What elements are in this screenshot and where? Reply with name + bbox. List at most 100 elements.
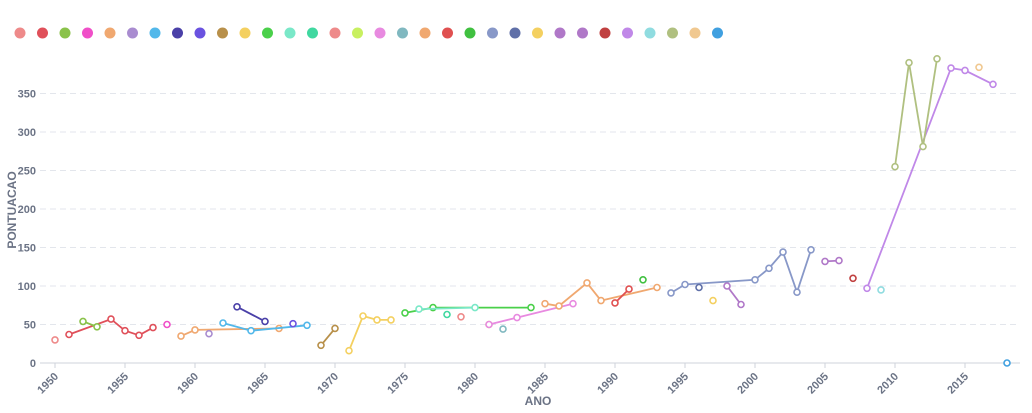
legend-item-26[interactable] [577,27,588,39]
legend-item-19[interactable] [419,27,431,39]
legend-item-5[interactable] [104,27,116,39]
data-point[interactable] [821,257,829,266]
data-point[interactable] [219,319,227,327]
data-point[interactable] [793,288,801,297]
data-point[interactable] [471,303,479,312]
legend-item-13[interactable] [284,27,296,39]
data-point[interactable] [177,332,185,340]
data-point[interactable] [373,316,381,324]
data-point[interactable] [625,285,633,293]
data-point[interactable] [65,330,73,339]
data-point[interactable] [205,329,213,338]
data-point[interactable] [779,248,787,256]
data-point[interactable] [947,64,955,72]
data-point[interactable] [975,63,983,72]
data-point[interactable] [835,256,843,265]
data-point[interactable] [723,282,731,290]
legend-item-7[interactable] [149,27,161,39]
data-point[interactable] [51,336,59,344]
data-point[interactable] [121,326,129,335]
data-point[interactable] [387,316,395,324]
data-point[interactable] [457,312,465,321]
legend-item-22[interactable] [487,27,498,39]
data-point[interactable] [597,296,605,305]
data-point[interactable] [527,303,535,312]
legend-item-30[interactable] [667,27,678,39]
data-point[interactable] [905,58,913,67]
legend-item-28[interactable] [622,27,633,39]
legend-item-25[interactable] [554,27,566,39]
data-point[interactable] [891,162,899,171]
data-point[interactable] [919,142,927,151]
data-point[interactable] [93,322,101,331]
legend-item-16[interactable] [352,27,363,39]
data-point[interactable] [1003,359,1011,367]
data-point[interactable] [639,275,647,284]
data-point[interactable] [247,326,255,335]
data-point[interactable] [499,325,507,333]
data-point[interactable] [653,283,661,292]
data-point[interactable] [191,326,199,334]
data-point[interactable] [555,302,563,310]
legend-item-14[interactable] [307,27,318,39]
data-point[interactable] [317,341,325,350]
data-point[interactable] [807,246,815,254]
data-point[interactable] [303,321,311,330]
data-point[interactable] [751,275,759,284]
data-point[interactable] [513,313,521,322]
legend-item-12[interactable] [262,27,273,39]
data-point[interactable] [163,320,171,329]
legend-item-31[interactable] [689,27,701,39]
legend-item-6[interactable] [127,27,138,39]
data-point[interactable] [863,284,871,293]
data-point[interactable] [933,54,941,63]
legend-item-23[interactable] [509,27,521,39]
data-point[interactable] [233,302,241,311]
data-point[interactable] [485,320,493,329]
legend-item-20[interactable] [442,27,453,39]
data-point[interactable] [569,299,577,308]
legend-item-4[interactable] [82,27,93,39]
data-point[interactable] [401,309,409,317]
data-point[interactable] [849,274,857,283]
legend-item-27[interactable] [599,27,611,39]
data-point[interactable] [359,312,367,320]
data-point[interactable] [289,319,297,328]
data-point[interactable] [877,286,885,294]
data-point[interactable] [961,66,969,75]
legend-item-32[interactable] [712,27,723,39]
data-point[interactable] [135,331,143,340]
data-point[interactable] [107,315,115,323]
data-point[interactable] [765,264,773,273]
data-point[interactable] [345,346,353,355]
legend-item-11[interactable] [239,27,251,39]
legend-item-8[interactable] [172,27,183,39]
data-point[interactable] [261,317,269,326]
data-point[interactable] [709,296,717,305]
data-point[interactable] [541,299,549,308]
data-point[interactable] [611,299,619,307]
legend-item-29[interactable] [644,27,656,39]
data-point[interactable] [989,80,997,89]
data-point[interactable] [695,283,703,292]
data-point[interactable] [737,300,745,309]
data-point[interactable] [331,324,339,333]
data-point[interactable] [681,280,689,289]
legend-item-17[interactable] [374,27,386,39]
data-point[interactable] [429,303,437,312]
data-point[interactable] [583,279,591,287]
legend-item-15[interactable] [329,27,341,39]
legend-item-24[interactable] [532,27,543,39]
data-point[interactable] [443,310,451,319]
legend-item-9[interactable] [194,27,206,39]
legend-item-1[interactable] [14,27,26,39]
data-point[interactable] [149,323,157,332]
legend-item-2[interactable] [37,27,48,39]
data-point[interactable] [667,289,675,297]
legend-item-10[interactable] [217,27,228,39]
legend-item-3[interactable] [59,27,71,39]
legend-item-18[interactable] [397,27,408,39]
data-point[interactable] [79,317,87,326]
legend-item-21[interactable] [464,27,476,39]
data-point[interactable] [415,305,423,313]
